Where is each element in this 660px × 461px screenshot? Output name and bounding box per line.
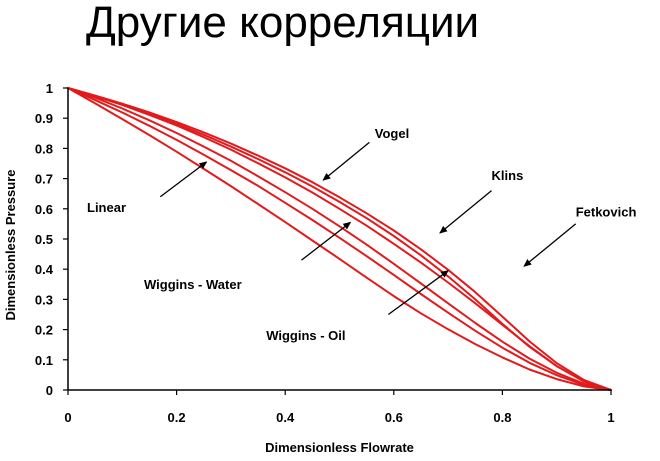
y-ticks: 0 0.1 0.2 0.3 0.4 0.5 0.6 0.7 0.8 0.9 1 — [35, 81, 68, 398]
curves-group — [67, 87, 612, 391]
x-tick-label: 0 — [64, 410, 71, 425]
annotation-arrow-wiggins-oil — [387, 270, 449, 316]
annotation-arrow-klins — [439, 190, 492, 234]
y-tick-label: 0 — [46, 383, 53, 398]
annotations-group: Vogel Klins Fetkovich Linear Wiggins - Water… — [87, 126, 636, 343]
y-axis-title: Dimensionless Pressure — [3, 169, 18, 320]
y-tick-label: 0.4 — [35, 262, 54, 277]
x-tick-label: 1 — [607, 410, 614, 425]
curve-line-3 — [67, 87, 612, 391]
y-tick-label: 0.6 — [35, 202, 53, 217]
annotation-arrow-vogel — [322, 141, 370, 181]
annotation-arrow-fetkovich — [523, 223, 577, 267]
curve-line-1 — [67, 87, 612, 391]
y-tick-label: 1 — [46, 81, 53, 96]
curve-line-6 — [67, 87, 612, 391]
x-tick-label: 0.8 — [493, 410, 511, 425]
annotation-arrow-wiggins-water — [301, 221, 352, 261]
curve-line-5 — [67, 87, 612, 391]
y-tick-label: 0.2 — [35, 323, 53, 338]
annotation-label-linear: Linear — [87, 200, 126, 215]
annotation-label-vogel: Vogel — [375, 126, 409, 141]
annotation-label-wiggins-oil: Wiggins - Oil — [266, 328, 345, 343]
y-tick-label: 0.3 — [35, 292, 53, 307]
y-tick-label: 0.9 — [35, 111, 53, 126]
annotation-label-klins: Klins — [492, 168, 524, 183]
x-axis-title: Dimensionless Flowrate — [265, 440, 414, 455]
y-tick-label: 0.1 — [35, 353, 53, 368]
curve-line-2 — [67, 87, 612, 391]
x-tick-label: 0.6 — [385, 410, 403, 425]
x-tick-label: 0.2 — [168, 410, 186, 425]
annotation-label-wiggins-water: Wiggins - Water — [144, 277, 242, 292]
y-tick-label: 0.5 — [35, 232, 53, 247]
y-tick-label: 0.8 — [35, 141, 53, 156]
annotation-arrow-linear — [159, 161, 208, 198]
x-ticks: 0 0.2 0.4 0.6 0.8 1 — [64, 390, 615, 425]
slide-title: Другие корреляции — [86, 0, 480, 47]
annotation-label-fetkovich: Fetkovich — [576, 204, 637, 219]
x-tick-label: 0.4 — [276, 410, 295, 425]
y-tick-label: 0.7 — [35, 172, 53, 187]
